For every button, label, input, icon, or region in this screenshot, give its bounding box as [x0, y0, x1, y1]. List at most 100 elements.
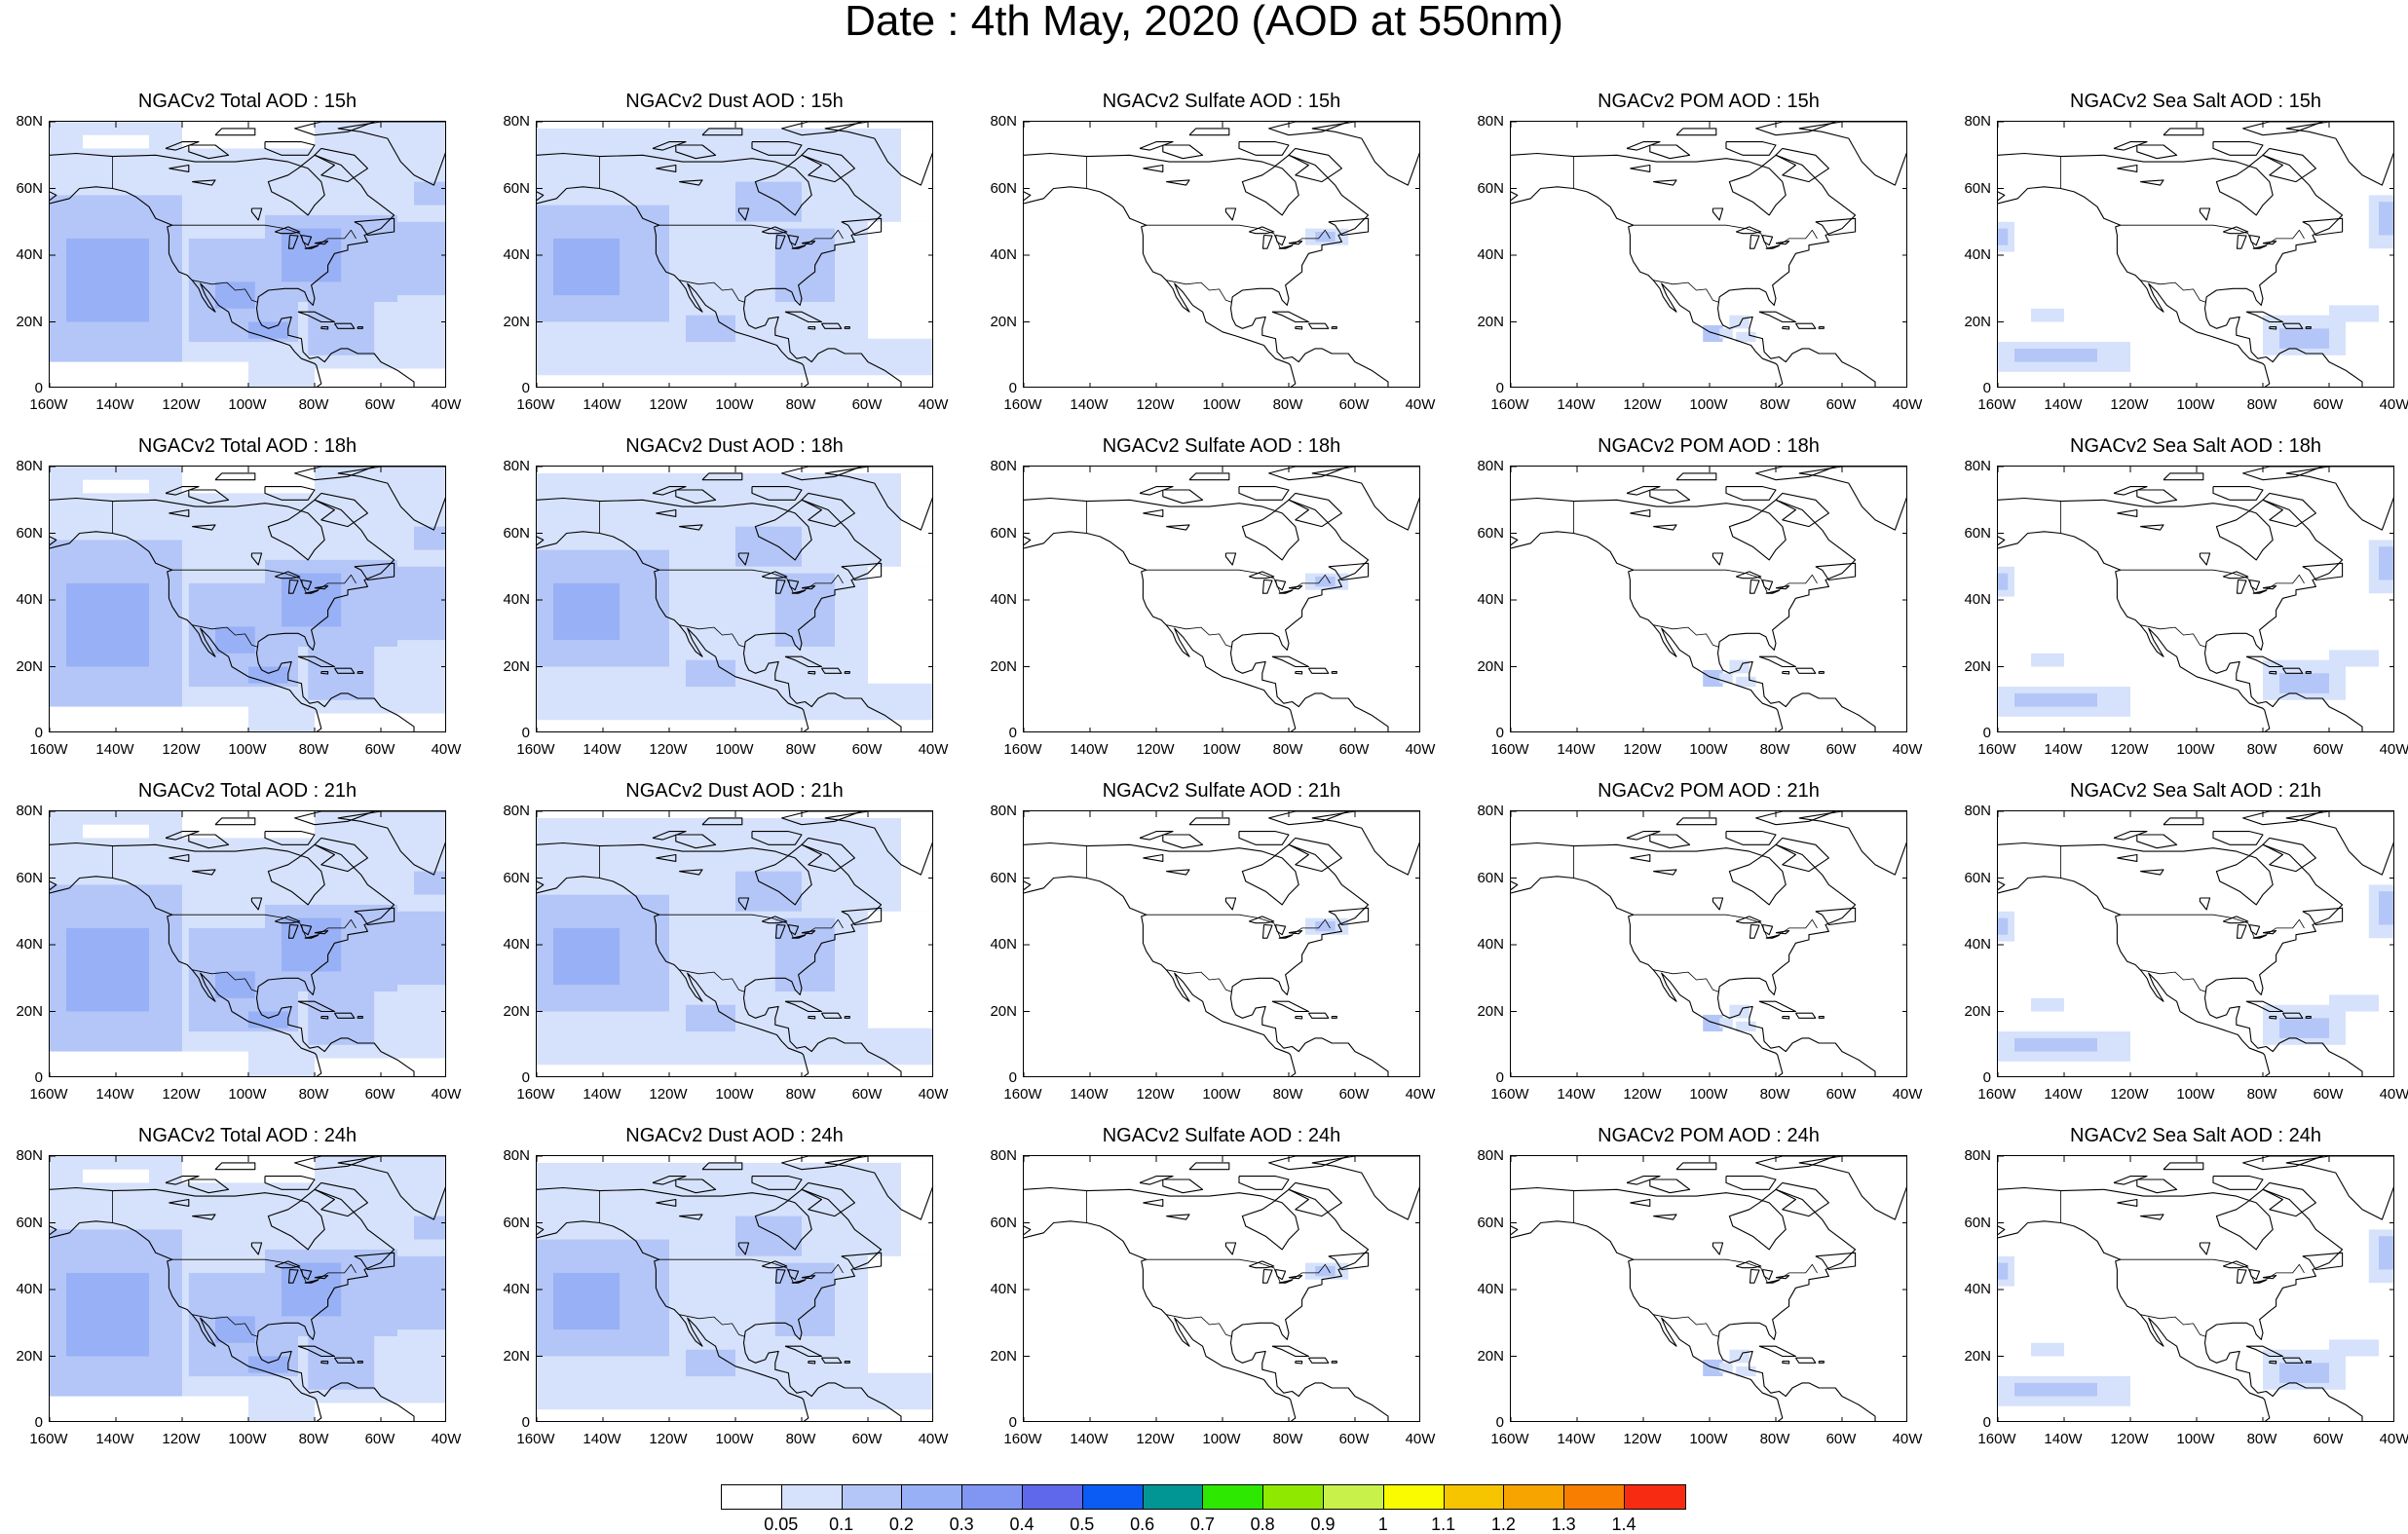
panel-title: NGACv2 Dust AOD : 18h: [625, 435, 844, 457]
panel-title: NGACv2 Sulfate AOD : 18h: [1102, 435, 1341, 457]
lon-tick-label: 60W: [851, 1086, 883, 1103]
map-canvas: [1998, 1156, 2393, 1421]
lon-tick-label: 100W: [1689, 1086, 1728, 1103]
aod-shade: [66, 238, 149, 322]
lon-tick-label: 100W: [715, 1086, 754, 1103]
aod-shade: [248, 1356, 288, 1373]
colorbar-swatch: [722, 1485, 782, 1509]
map-canvas: [537, 122, 932, 387]
lat-tick-label: 60N: [1477, 1214, 1504, 1231]
lon-tick-label: 80W: [2246, 741, 2277, 758]
lon-tick-label: 80W: [1759, 1431, 1790, 1447]
aod-shade: [315, 1403, 445, 1421]
lat-tick-label: 80N: [16, 1147, 43, 1164]
aod-shade: [1998, 228, 2009, 245]
lon-tick-label: 40W: [1405, 1431, 1436, 1447]
lon-tick-label: 40W: [918, 1086, 949, 1103]
panel-title: NGACv2 Dust AOD : 24h: [625, 1125, 844, 1146]
aod-shade: [553, 1272, 620, 1330]
lat-tick-label: 60N: [1964, 524, 1991, 542]
panel-title: NGACv2 Total AOD : 18h: [137, 435, 357, 457]
aod-shade: [868, 911, 932, 1029]
lon-tick-label: 160W: [1490, 1086, 1529, 1103]
lat-tick-label: 60N: [1477, 524, 1504, 542]
lon-tick-label: 140W: [583, 1431, 621, 1447]
lon-tick-label: 80W: [1272, 1431, 1303, 1447]
aod-shade: [735, 526, 802, 567]
aod-shade: [66, 927, 149, 1012]
colorbar-swatch: [1203, 1485, 1264, 1509]
lon-tick-label: 120W: [162, 1086, 201, 1103]
lat-tick-label: 60N: [503, 869, 530, 886]
lon-tick-label: 160W: [1003, 396, 1042, 413]
lat-tick-label: 60N: [1477, 179, 1504, 197]
lat-tick-label: 20N: [1477, 1002, 1504, 1020]
colorbar-tick-label: 0.2: [888, 1515, 914, 1534]
map-canvas: [1998, 122, 2393, 387]
lat-tick-label: 40N: [1964, 936, 1991, 953]
lon-tick-label: 40W: [431, 741, 462, 758]
lon-tick-label: 80W: [785, 396, 816, 413]
colorbar-tick-label: 1: [1377, 1515, 1388, 1534]
lon-tick-label: 140W: [583, 741, 621, 758]
lon-tick-label: 60W: [1825, 1086, 1857, 1103]
lat-tick-label: 60N: [16, 179, 43, 197]
lat-tick-label: 40N: [1964, 591, 1991, 608]
lon-tick-label: 160W: [1003, 1086, 1042, 1103]
map-canvas: [1998, 467, 2393, 731]
lon-tick-label: 140W: [2044, 1086, 2083, 1103]
aod-shade: [1703, 669, 1723, 687]
aod-shade: [2329, 994, 2379, 1012]
lat-tick-label: 60N: [16, 524, 43, 542]
lon-tick-label: 140W: [2044, 396, 2083, 413]
lat-tick-label: 40N: [1964, 246, 1991, 263]
lat-tick-label: 0: [1982, 380, 1991, 396]
lon-tick-label: 120W: [162, 741, 201, 758]
lon-tick-label: 80W: [2246, 1431, 2277, 1447]
lat-tick-label: 40N: [990, 246, 1017, 263]
aod-shade: [901, 472, 932, 567]
panel-title: NGACv2 Sea Salt AOD : 18h: [2070, 435, 2321, 457]
aod-shade: [1998, 573, 2009, 590]
colorbar-tick-label: 1.1: [1431, 1515, 1456, 1534]
lon-tick-label: 120W: [1623, 1431, 1662, 1447]
aod-shade: [2014, 348, 2097, 362]
lon-tick-label: 160W: [1977, 1086, 2016, 1103]
lon-tick-label: 60W: [2313, 1086, 2344, 1103]
lon-tick-label: 40W: [918, 396, 949, 413]
aod-shade: [774, 573, 835, 647]
lon-tick-label: 140W: [1070, 396, 1109, 413]
aod-shade: [1703, 1014, 1723, 1031]
aod-shade: [2279, 673, 2329, 693]
aod-shade: [50, 706, 248, 731]
lat-tick-label: 80N: [16, 458, 43, 474]
lon-tick-label: 120W: [1623, 741, 1662, 758]
lat-tick-label: 20N: [503, 657, 530, 675]
aod-shade: [2379, 891, 2393, 925]
lon-tick-label: 80W: [298, 1431, 329, 1447]
colorbar-tick-label: 0.6: [1130, 1515, 1155, 1534]
aod-shade: [537, 375, 932, 387]
colorbar-swatch: [1022, 1485, 1083, 1509]
panel-title: NGACv2 Sulfate AOD : 21h: [1102, 780, 1341, 802]
lat-tick-label: 60N: [16, 1214, 43, 1231]
lat-tick-label: 0: [1495, 1069, 1504, 1086]
lat-tick-label: 20N: [16, 1347, 43, 1365]
aod-shade: [2329, 1339, 2379, 1357]
lat-tick-label: 20N: [16, 313, 43, 330]
panel-title: NGACv2 Sulfate AOD : 24h: [1102, 1125, 1341, 1146]
aod-shade: [1729, 315, 1750, 329]
aod-shade: [2329, 305, 2379, 322]
lon-tick-label: 120W: [649, 741, 688, 758]
lon-tick-label: 100W: [2176, 1431, 2215, 1447]
lon-tick-label: 40W: [1892, 1431, 1923, 1447]
colorbar-swatch: [781, 1485, 843, 1509]
map-canvas: [1024, 1156, 1419, 1421]
aod-shade: [315, 368, 445, 387]
lon-tick-label: 60W: [364, 741, 395, 758]
lat-tick-label: 80N: [1964, 113, 1991, 130]
lon-tick-label: 160W: [1977, 1431, 2016, 1447]
lat-tick-label: 80N: [503, 1147, 530, 1164]
lon-tick-label: 140W: [583, 396, 621, 413]
lon-tick-label: 100W: [228, 1086, 267, 1103]
